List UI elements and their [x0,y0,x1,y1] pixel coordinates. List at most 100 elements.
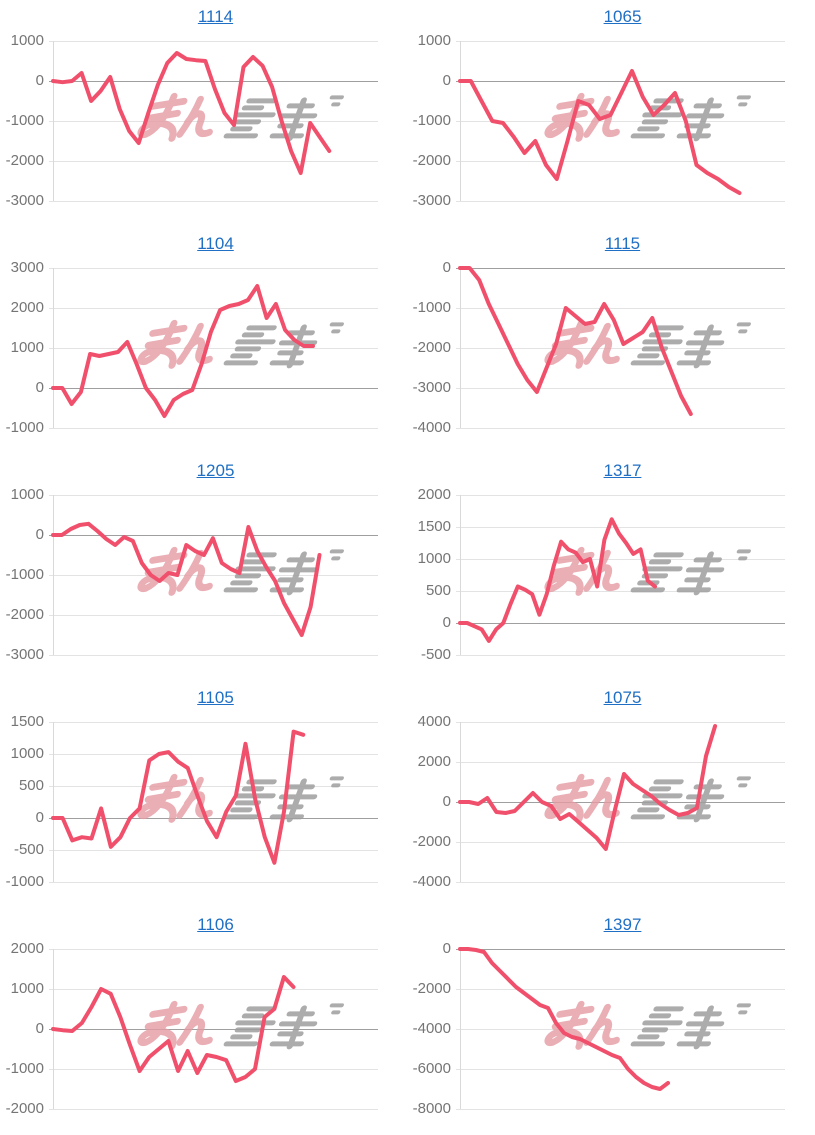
line-chart: 1500 1000 500 0 -500 -1000 [0,714,407,890]
y-axis-tick-label: -6000 [412,1060,451,1077]
y-axis-tick-label: 2000 [10,299,44,316]
y-axis-labels: 4000 2000 0 -2000 -4000 [407,714,451,890]
chart-title-row: 1317 [460,460,785,482]
y-axis-tick-label: -3000 [412,379,451,396]
chart-gridlines [456,495,785,656]
y-axis-tick-label: 0 [442,940,451,957]
y-axis-tick-label: 500 [425,582,451,599]
y-axis-tick-label: -2000 [412,339,451,356]
chart-title-row: 1106 [53,914,378,936]
chart-title-row: 1075 [460,687,785,709]
chart-title-link[interactable]: 1317 [603,461,642,480]
y-axis-tick-label: 1000 [417,32,451,49]
line-chart: 0 -2000 -4000 -6000 -8000 [407,941,815,1117]
y-axis-labels: 3000 2000 1000 0 -1000 [0,260,44,436]
chart-title-link[interactable]: 1106 [197,915,234,934]
y-axis-tick-label: 2000 [417,486,451,503]
line-chart: 1000 0 -1000 -2000 -3000 [407,33,815,209]
y-axis-tick-label: 0 [35,1020,44,1037]
y-axis-tick-label: -1000 [412,112,451,129]
chart-gridlines [456,949,785,1110]
y-axis-tick-label: 1000 [10,745,44,762]
chart-title-link[interactable]: 1075 [603,688,642,707]
y-axis-tick-label: 3000 [10,259,44,276]
y-axis-tick-label: -3000 [5,192,44,209]
y-axis-tick-label: -2000 [412,980,451,997]
y-axis-labels: 0 -2000 -4000 -6000 -8000 [407,941,451,1117]
y-axis-tick-label: 0 [35,379,44,396]
chart-title-link[interactable]: 1114 [197,7,234,26]
chart-cell: 1115 0 -1000 -2000 -3000 -4000 [407,227,815,454]
line-series [458,517,657,643]
chart-title-link[interactable]: 1397 [603,915,642,934]
y-axis-tick-label: -1000 [412,299,451,316]
y-axis-labels: 0 -1000 -2000 -3000 -4000 [407,260,451,436]
y-axis-tick-label: 1000 [10,339,44,356]
y-axis-tick-label: 0 [35,72,44,89]
chart-title-link[interactable]: 1105 [197,688,234,707]
y-axis-tick-label: 2000 [10,940,44,957]
y-axis-labels: 2000 1000 0 -1000 -2000 [0,941,44,1117]
y-axis-tick-label: -8000 [412,1100,451,1117]
y-axis-labels: 2000 1500 1000 500 0 -500 [407,487,451,663]
y-axis-tick-label: -1000 [5,566,44,583]
chart-cell: 1075 4000 2000 0 -2000 -4000 [407,681,815,908]
chart-title-row: 1115 [460,233,785,255]
chart-title-link[interactable]: 1065 [603,7,642,26]
chart-title-row: 1114 [53,6,378,28]
chart-gridlines [456,41,785,202]
line-chart: 4000 2000 0 -2000 -4000 [407,714,815,890]
y-axis-tick-label: 0 [442,614,451,631]
chart-title-link[interactable]: 1104 [197,234,234,253]
y-axis-tick-label: 1500 [10,713,44,730]
y-axis-tick-label: -2000 [5,152,44,169]
y-axis-tick-label: -1000 [5,1060,44,1077]
line-series [51,51,332,175]
y-axis-tick-label: -1000 [5,112,44,129]
chart-gridlines [49,41,378,202]
chart-cell: 1114 1000 0 -1000 -2000 -3000 [0,0,407,227]
chart-title-row: 1397 [460,914,785,936]
y-axis-tick-label: 1000 [10,980,44,997]
line-chart: 3000 2000 1000 0 -1000 [0,260,407,436]
line-series [51,521,322,637]
y-axis-tick-label: 0 [442,793,451,810]
line-chart: 2000 1500 1000 500 0 -500 [407,487,815,663]
line-series [458,266,693,416]
y-axis-tick-label: -4000 [412,419,451,436]
y-axis-tick-label: 500 [18,777,44,794]
chart-title-link[interactable]: 1115 [604,234,641,253]
y-axis-tick-label: -3000 [412,192,451,209]
y-axis-tick-label: 4000 [417,713,451,730]
chart-cell: 1105 1500 1000 500 0 -500 -1000 [0,681,407,908]
chart-gridlines [49,268,378,429]
chart-title-row: 1104 [53,233,378,255]
y-axis-tick-label: -2000 [5,1100,44,1117]
chart-title-link[interactable]: 1205 [196,461,235,480]
y-axis-tick-label: -3000 [5,646,44,663]
y-axis-tick-label: -2000 [5,606,44,623]
chart-cell: 1106 2000 1000 0 -1000 -2000 [0,908,407,1135]
y-axis-tick-label: -500 [420,646,451,663]
line-series [458,724,718,851]
line-chart: 2000 1000 0 -1000 -2000 [0,941,407,1117]
y-axis-labels: 1000 0 -1000 -2000 -3000 [407,33,451,209]
y-axis-tick-label: -1000 [5,873,44,890]
y-axis-tick-label: -4000 [412,873,451,890]
y-axis-tick-label: 1000 [10,32,44,49]
y-axis-tick-label: 1500 [417,518,451,535]
chart-cell: 1205 1000 0 -1000 -2000 -3000 [0,454,407,681]
line-chart: 0 -1000 -2000 -3000 -4000 [407,260,815,436]
y-axis-labels: 1500 1000 500 0 -500 -1000 [0,714,44,890]
chart-title-row: 1205 [53,460,378,482]
line-series [51,284,315,418]
y-axis-tick-label: 1000 [417,550,451,567]
chart-cell: 1104 3000 2000 1000 0 -1000 [0,227,407,454]
chart-gridlines [49,722,378,883]
line-series [458,947,670,1091]
y-axis-tick-label: -2000 [412,152,451,169]
chart-title-row: 1065 [460,6,785,28]
y-axis-tick-label: 0 [35,809,44,826]
y-axis-tick-label: 0 [35,526,44,543]
